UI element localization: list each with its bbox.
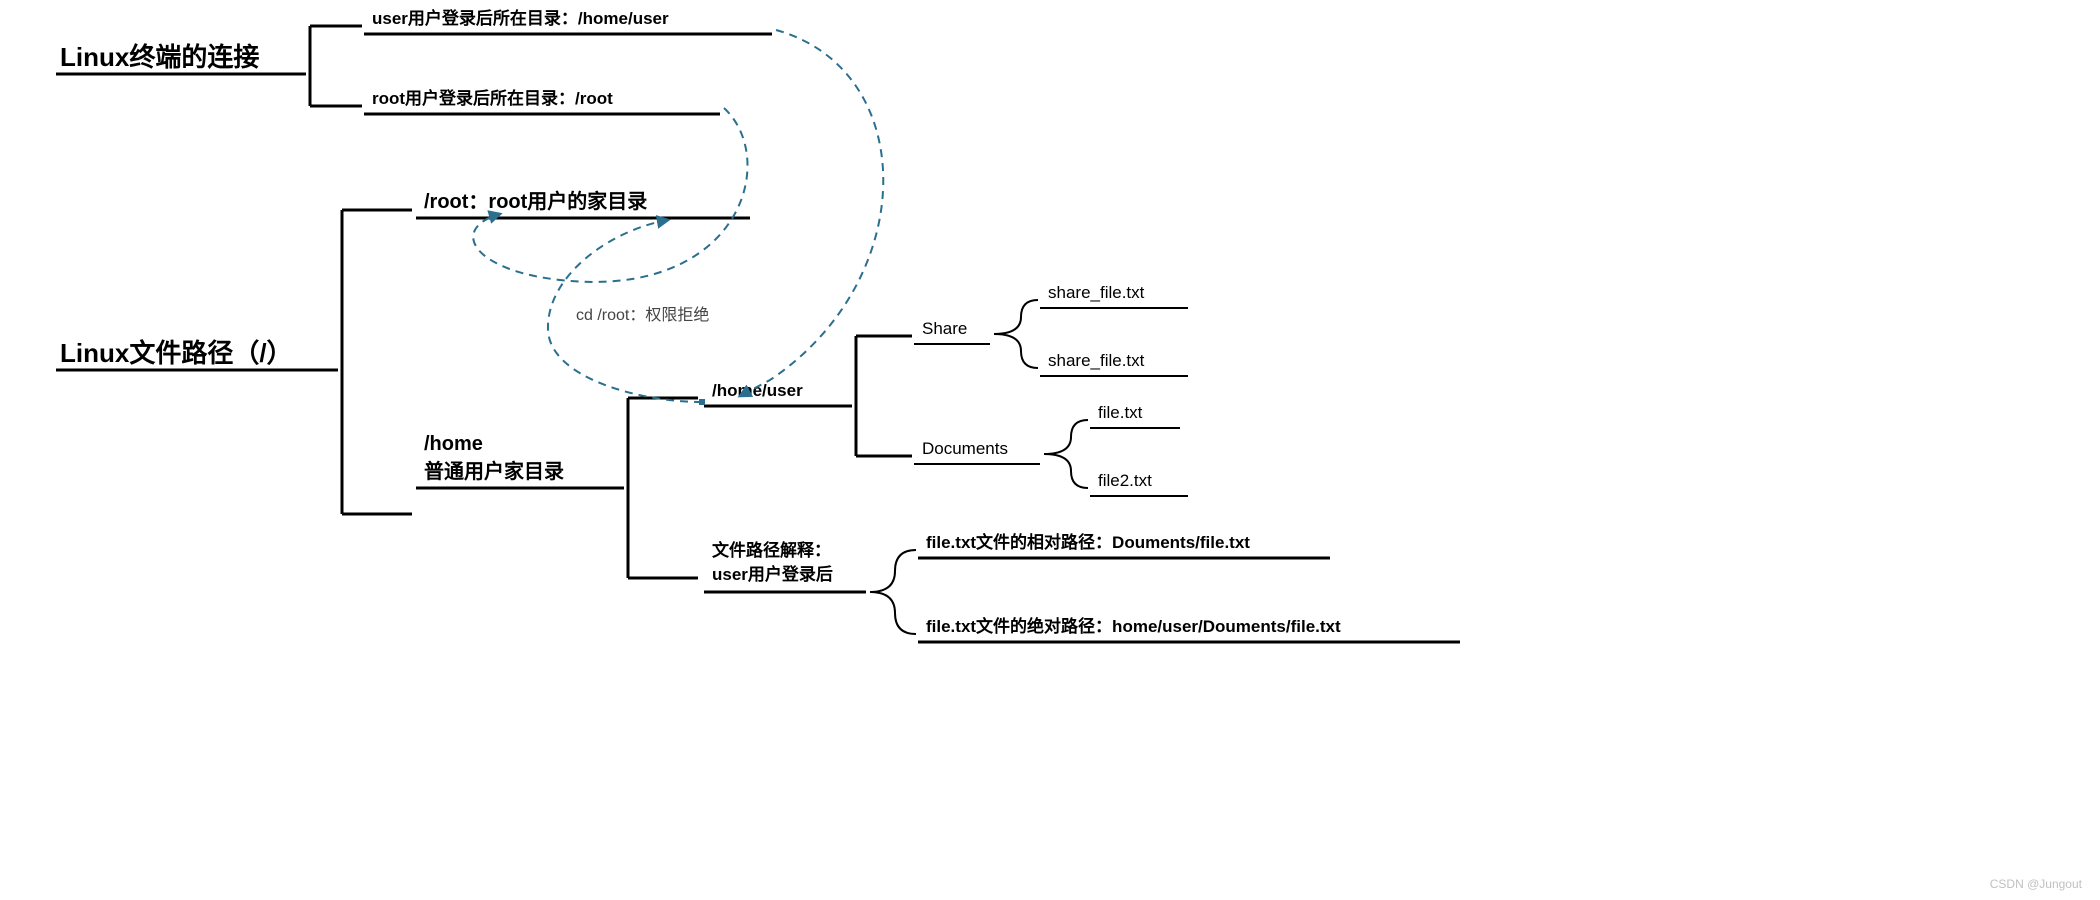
home-dir-label-l2: 普通用户家目录 (424, 459, 564, 483)
absolute-path: file.txt文件的绝对路径：home/user/Douments/file.… (926, 616, 1341, 636)
docs-file2: file2.txt (1098, 471, 1152, 490)
root-dir-label: /root：root用户的家目录 (424, 189, 647, 213)
watermark-text: CSDN @Jungout (1990, 878, 2082, 890)
share-file1: share_file.txt (1048, 283, 1145, 302)
cd-annotation: cd /root：权限拒绝 (576, 306, 709, 324)
root1-child2: root用户登录后所在目录：/root (372, 88, 613, 108)
arrow-user-to-home (740, 30, 883, 396)
root1-label: Linux终端的连接 (60, 42, 259, 72)
linux-path-diagram: Linux终端的连接 user用户登录后所在目录：/home/user root用户… (0, 0, 1560, 670)
explain-l2: user用户登录后 (712, 564, 833, 584)
documents-label: Documents (922, 439, 1008, 458)
explain-l1: 文件路径解释： (712, 540, 831, 560)
home-user-label: /home/user (712, 381, 803, 400)
home-dir-label-l1: /home (424, 433, 483, 455)
share-label: Share (922, 319, 967, 338)
share-file2: share_file.txt (1048, 351, 1145, 370)
root1-child1: user用户登录后所在目录：/home/user (372, 8, 669, 28)
root2-label: Linux文件路径（/） (60, 338, 293, 368)
relative-path: file.txt文件的相对路径：Douments/file.txt (926, 532, 1250, 552)
docs-file1: file.txt (1098, 403, 1143, 422)
